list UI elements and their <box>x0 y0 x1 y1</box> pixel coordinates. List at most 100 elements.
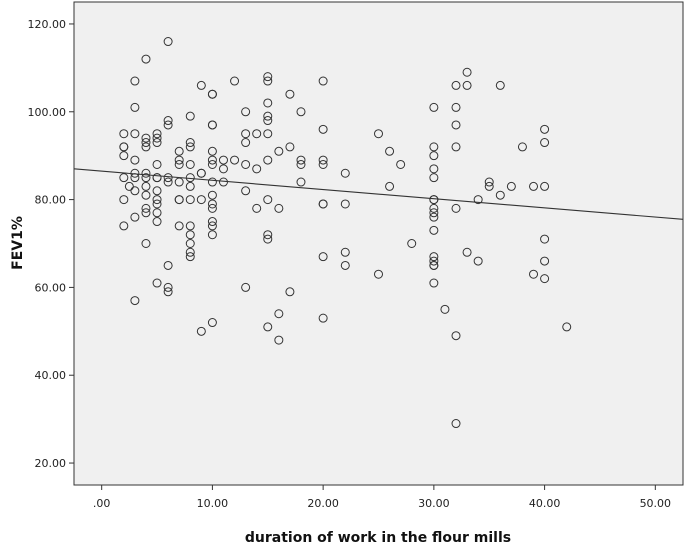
data-point <box>207 190 217 200</box>
data-point <box>218 164 228 174</box>
data-point <box>263 76 273 86</box>
data-point <box>163 173 173 183</box>
data-point <box>141 142 151 152</box>
data-point <box>495 190 505 200</box>
data-point <box>185 239 195 248</box>
data-point <box>318 155 328 165</box>
data-point <box>429 208 439 218</box>
data-point <box>451 102 461 112</box>
data-point <box>396 159 406 169</box>
data-point <box>451 142 461 152</box>
data-point <box>429 203 439 213</box>
data-point <box>429 173 439 183</box>
data-point <box>119 129 129 139</box>
data-point <box>119 142 129 152</box>
data-point <box>141 190 151 200</box>
data-point <box>196 326 206 336</box>
data-point <box>296 177 306 187</box>
data-point <box>218 155 228 165</box>
data-point <box>263 234 273 244</box>
data-point <box>429 225 439 235</box>
data-point <box>185 221 195 231</box>
data-point <box>119 151 129 161</box>
data-point <box>451 331 461 341</box>
data-point <box>152 186 162 196</box>
data-point <box>174 195 184 205</box>
x-axis-title: duration of work in the flour mills <box>245 530 511 545</box>
data-point <box>196 168 206 178</box>
data-point <box>152 278 162 288</box>
data-point <box>451 120 461 130</box>
fit-line <box>73 168 684 220</box>
data-point <box>540 274 550 284</box>
data-point <box>141 138 151 148</box>
data-point <box>285 89 295 99</box>
data-point <box>296 107 306 117</box>
data-point <box>429 212 439 222</box>
data-point <box>163 282 173 292</box>
data-point <box>207 221 217 231</box>
data-point <box>562 322 572 332</box>
data-point <box>163 37 173 47</box>
data-point <box>429 195 439 205</box>
data-point <box>152 133 162 143</box>
data-point <box>451 203 461 213</box>
x-tick-label: 10.00 <box>197 497 229 510</box>
y-axis-title: FEV1% <box>10 216 26 270</box>
y-tick-label: 60.00 <box>35 281 67 294</box>
data-point <box>196 80 206 90</box>
data-point <box>429 164 439 174</box>
data-point <box>207 318 217 328</box>
data-point <box>451 80 461 90</box>
data-point <box>263 98 273 108</box>
x-tick-label: 30.00 <box>418 497 450 510</box>
data-point <box>185 159 195 169</box>
data-point <box>462 67 472 77</box>
y-ticks: 20.00 40.00 60.00 80.00 100.00 120.00 <box>28 18 74 470</box>
data-point <box>429 102 439 112</box>
data-point <box>318 124 328 134</box>
data-point <box>540 181 550 191</box>
data-point <box>429 252 439 262</box>
data-point <box>285 142 295 152</box>
data-point <box>207 159 217 169</box>
data-point <box>407 239 417 248</box>
data-point <box>174 159 184 169</box>
data-point <box>207 89 217 99</box>
data-point <box>163 260 173 270</box>
data-point <box>484 181 494 191</box>
data-point <box>318 252 328 262</box>
data-point <box>484 177 494 187</box>
data-point <box>263 116 273 126</box>
data-point <box>185 181 195 191</box>
data-point <box>263 72 273 82</box>
data-point <box>429 260 439 270</box>
y-tick-label: 100.00 <box>28 106 67 119</box>
data-point <box>540 256 550 266</box>
data-point <box>163 287 173 297</box>
data-point <box>429 142 439 152</box>
data-point <box>141 54 151 64</box>
data-point <box>119 173 129 183</box>
data-point <box>385 146 395 156</box>
data-point <box>241 282 251 292</box>
data-point <box>385 181 395 191</box>
data-point <box>152 138 162 148</box>
data-point <box>230 155 240 165</box>
data-point <box>163 177 173 187</box>
data-point <box>263 195 273 205</box>
data-point <box>185 111 195 121</box>
data-point <box>141 181 151 191</box>
data-point <box>263 155 273 165</box>
data-point <box>196 195 206 205</box>
data-point <box>119 221 129 231</box>
data-point <box>174 155 184 165</box>
data-point <box>340 168 350 178</box>
data-point <box>374 129 383 139</box>
data-point <box>296 155 306 165</box>
data-point <box>274 335 284 345</box>
x-tick-label: 50.00 <box>640 497 672 510</box>
data-point <box>130 155 140 165</box>
data-point <box>440 304 450 314</box>
data-point <box>130 296 140 306</box>
